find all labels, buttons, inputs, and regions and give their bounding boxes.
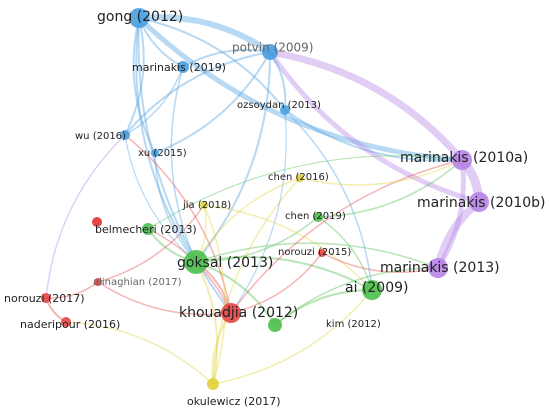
node-label: norouzi (2017) — [4, 292, 85, 305]
node-label: marinakis (2010a) — [400, 150, 528, 166]
edge — [65, 321, 214, 385]
labels: gong (2012) potvin (2009) marinakis (2019)… — [4, 9, 546, 408]
edge — [132, 17, 156, 154]
edge — [137, 16, 463, 163]
edge — [195, 261, 219, 385]
edge — [138, 14, 272, 55]
node-label: chen (2019) — [285, 211, 346, 222]
node — [61, 317, 71, 327]
edge — [230, 252, 323, 314]
node — [268, 318, 282, 332]
node-label: kim (2012) — [326, 319, 381, 330]
node-label: khouadjia (2012) — [179, 305, 298, 321]
edge — [203, 204, 226, 385]
node-label: ozsoydan (2013) — [237, 100, 321, 111]
edge — [274, 267, 439, 326]
edge — [230, 159, 463, 314]
node — [221, 303, 241, 323]
edge — [147, 155, 463, 230]
node-label: belmecheri (2013) — [95, 223, 197, 236]
edge — [195, 177, 301, 263]
edge — [45, 134, 126, 299]
edge — [97, 204, 205, 283]
node — [120, 130, 130, 140]
node-label: wu (2016) — [75, 131, 126, 142]
edge — [274, 289, 373, 326]
node — [313, 212, 323, 222]
node — [296, 174, 304, 182]
node-label: marinakis (2013) — [380, 260, 500, 276]
node — [428, 258, 448, 278]
edge — [299, 159, 463, 186]
edge — [203, 204, 373, 291]
node — [280, 105, 290, 115]
edge — [124, 134, 197, 263]
node — [177, 61, 189, 73]
node-label: potvin (2009) — [232, 41, 313, 55]
node-label: chen (2016) — [268, 172, 329, 183]
edge — [212, 177, 301, 385]
node — [207, 378, 219, 390]
node — [184, 250, 208, 274]
node-label: jia (2018) — [182, 200, 231, 211]
edge — [154, 51, 271, 154]
edge — [137, 17, 232, 314]
edge — [317, 159, 463, 218]
node — [318, 249, 326, 257]
node-label: norouzi (2015) — [278, 247, 351, 258]
edge — [212, 289, 373, 385]
edge — [138, 17, 286, 111]
edge — [154, 152, 197, 263]
edge — [195, 216, 319, 263]
node-label: naderipour (2016) — [20, 318, 120, 331]
node — [200, 201, 208, 209]
edge — [321, 252, 439, 274]
edge — [124, 134, 232, 314]
node — [362, 280, 382, 300]
edge — [195, 256, 373, 291]
edge — [135, 17, 197, 263]
edge — [435, 159, 466, 270]
node-label: alinaghian (2017) — [93, 277, 182, 288]
edge — [284, 109, 463, 162]
node — [262, 44, 278, 60]
node-label: marinakis (2019) — [132, 61, 226, 74]
edge — [230, 109, 287, 314]
node-label: marinakis (2010b) — [417, 195, 546, 211]
node — [94, 278, 102, 286]
edge — [124, 51, 271, 136]
edge — [267, 50, 480, 205]
node-label: ai (2009) — [345, 280, 408, 296]
node — [142, 223, 154, 235]
edge — [195, 242, 439, 269]
node — [151, 149, 159, 157]
edge — [269, 48, 465, 163]
edge — [195, 51, 272, 263]
edge — [170, 66, 197, 263]
node — [92, 217, 102, 227]
edge — [284, 109, 373, 291]
node — [129, 8, 149, 28]
node — [41, 293, 51, 303]
node-label: okulewicz (2017) — [187, 395, 281, 408]
edge — [97, 281, 232, 316]
nodes — [41, 8, 489, 390]
edge — [124, 17, 145, 136]
edge — [124, 66, 184, 136]
node — [452, 150, 472, 170]
node-label: xu (2015) — [138, 148, 187, 159]
node-label: gong (2012) — [97, 9, 183, 25]
node-label: goksal (2013) — [177, 255, 273, 271]
node — [469, 192, 489, 212]
edge — [182, 48, 271, 68]
